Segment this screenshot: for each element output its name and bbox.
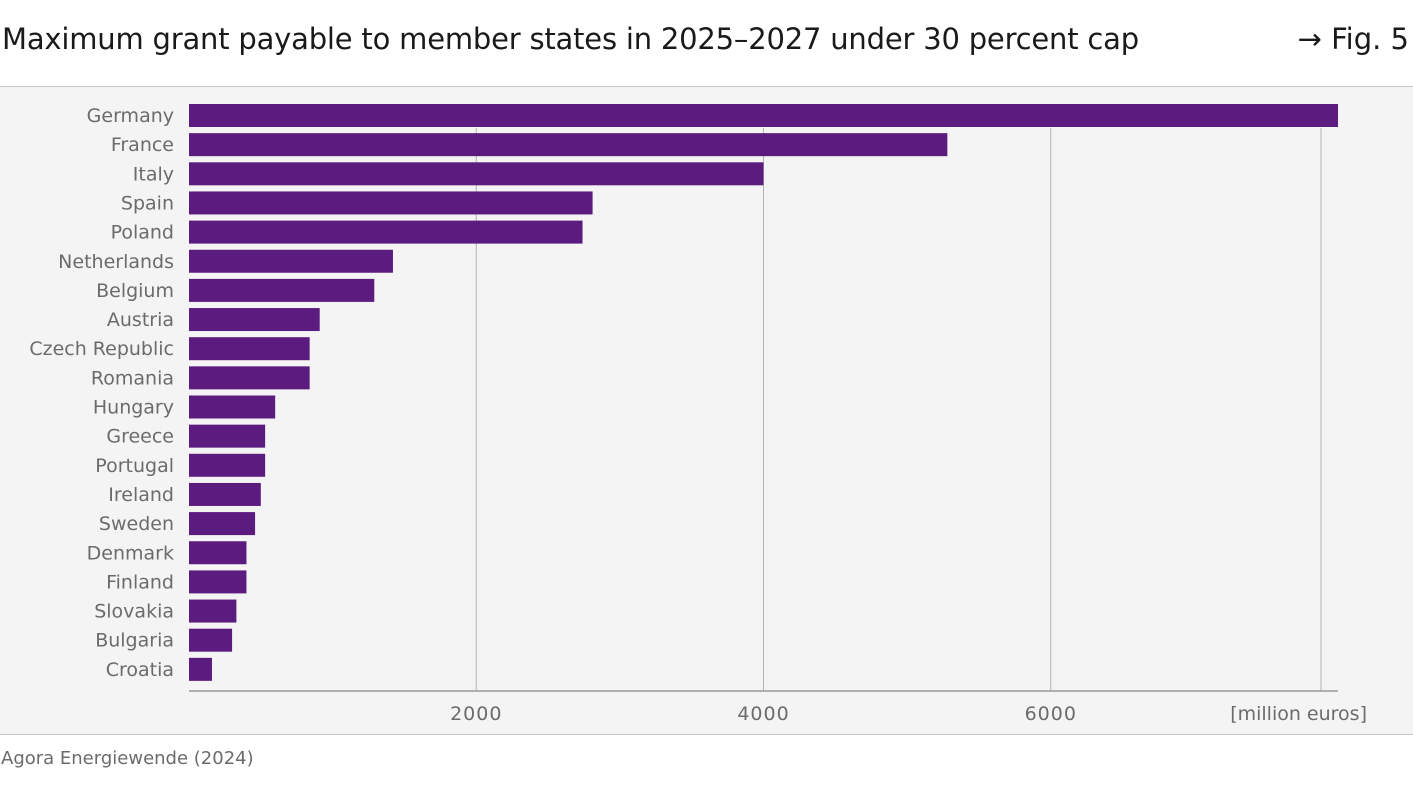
x-tick-label-4000: 4000: [737, 703, 789, 725]
category-label-germany: Germany: [87, 105, 174, 127]
category-label-slovakia: Slovakia: [94, 601, 174, 623]
bar-hungary: [189, 395, 276, 419]
category-label-finland: Finland: [106, 571, 174, 593]
category-label-greece: Greece: [106, 426, 174, 448]
bar-belgium: [189, 278, 375, 302]
bar-greece: [189, 424, 266, 448]
x-tick-label-6000: 6000: [1025, 703, 1077, 725]
category-label-czech-republic: Czech Republic: [29, 338, 174, 360]
bar-slovakia: [189, 599, 237, 623]
bar-spain: [189, 191, 593, 215]
bar-germany: [189, 104, 1338, 127]
category-label-romania: Romania: [91, 367, 174, 389]
category-label-sweden: Sweden: [99, 513, 174, 535]
category-label-poland: Poland: [111, 222, 174, 244]
bar-croatia: [189, 657, 212, 681]
bar-poland: [189, 220, 583, 244]
source-note: Agora Energiewende (2024): [1, 748, 254, 769]
category-label-croatia: Croatia: [106, 659, 174, 681]
category-label-ireland: Ireland: [108, 484, 174, 506]
chart-title: Maximum grant payable to member states i…: [2, 22, 1139, 56]
category-label-austria: Austria: [107, 309, 174, 331]
bar-czech-republic: [189, 337, 310, 361]
category-label-spain: Spain: [121, 192, 174, 214]
category-label-portugal: Portugal: [95, 455, 174, 477]
bar-italy: [189, 162, 764, 186]
category-label-denmark: Denmark: [87, 542, 174, 564]
category-label-netherlands: Netherlands: [58, 251, 174, 273]
chart-header: Maximum grant payable to member states i…: [0, 0, 1413, 87]
bar-finland: [189, 570, 247, 594]
bar-denmark: [189, 541, 247, 565]
category-label-france: France: [111, 134, 174, 156]
x-axis-unit-label: [million euros]: [1230, 703, 1367, 725]
x-tick-label-2000: 2000: [450, 703, 502, 725]
bar-sweden: [189, 512, 256, 536]
category-label-hungary: Hungary: [93, 397, 174, 419]
bar-ireland: [189, 482, 261, 506]
bar-romania: [189, 366, 310, 390]
bar-netherlands: [189, 249, 393, 273]
category-label-italy: Italy: [133, 163, 174, 185]
bar-portugal: [189, 453, 266, 477]
bar-france: [189, 133, 948, 157]
bar-austria: [189, 308, 320, 332]
category-label-belgium: Belgium: [96, 280, 174, 302]
bar-bulgaria: [189, 628, 233, 652]
category-label-bulgaria: Bulgaria: [95, 630, 174, 652]
figure-reference: → Fig. 5: [1297, 22, 1409, 56]
